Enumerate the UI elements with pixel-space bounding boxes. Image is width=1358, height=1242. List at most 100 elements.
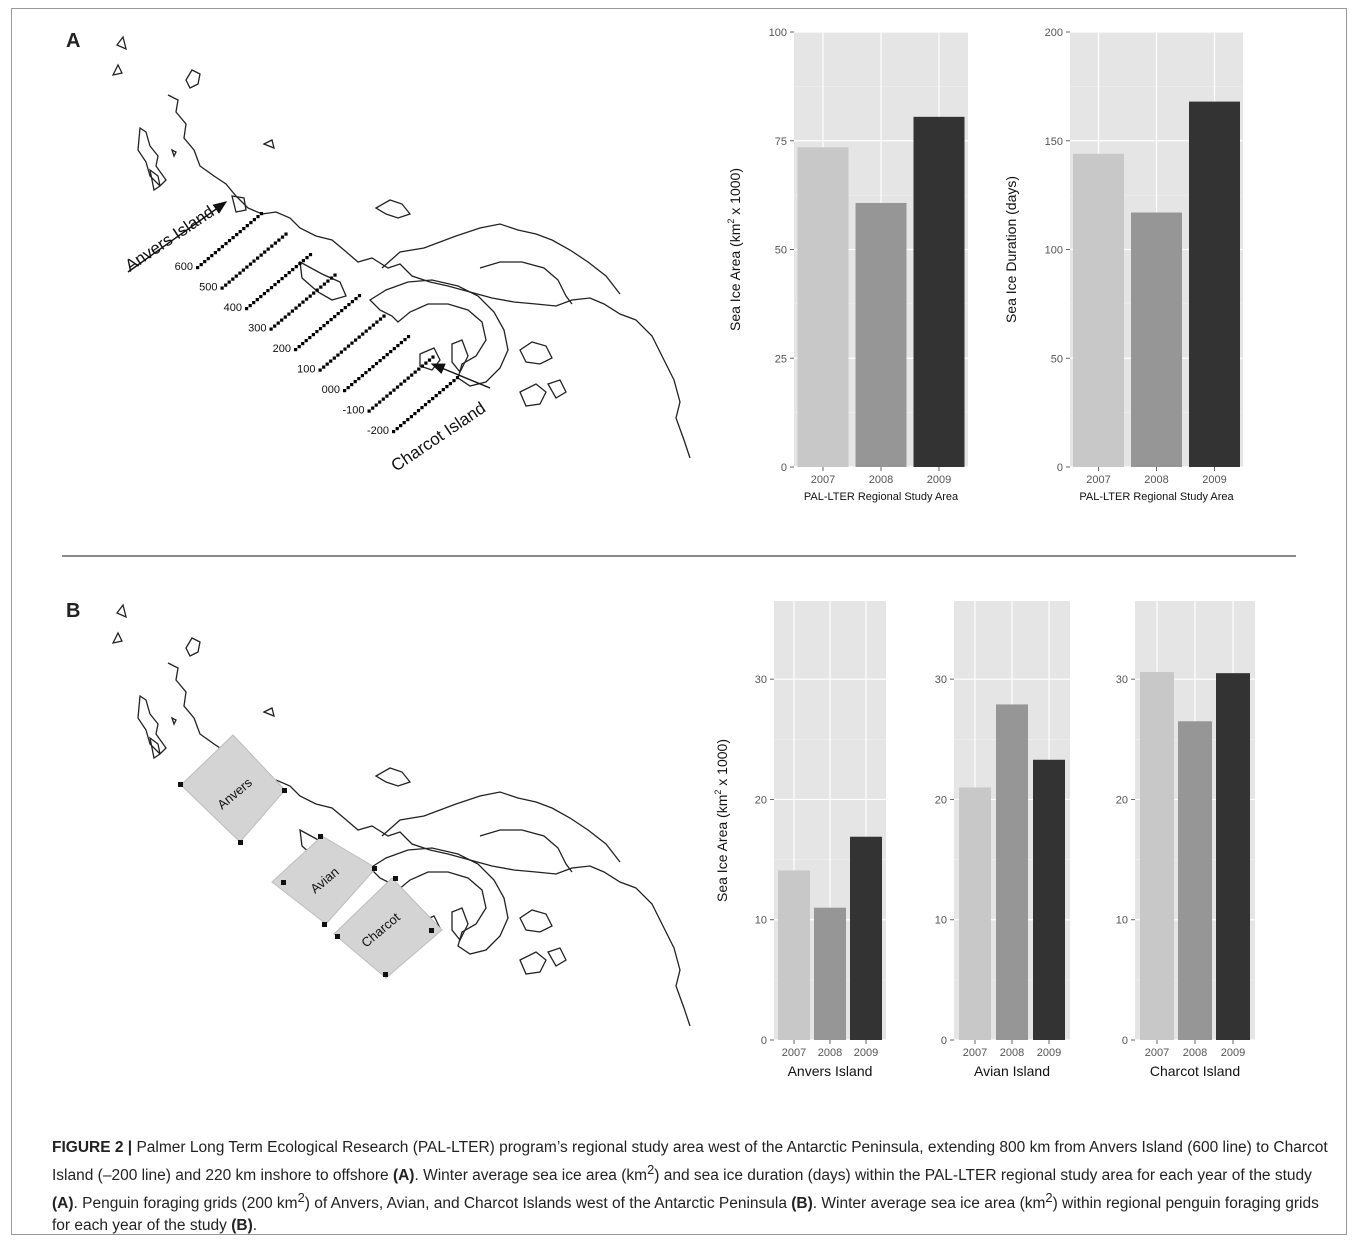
grid-station-dot: [339, 350, 343, 354]
foraging-grid-charcot: Charcot: [333, 876, 443, 979]
grid-station-dot: [388, 391, 392, 395]
grid-station-dot: [438, 391, 442, 395]
grid-station-dot: [455, 376, 460, 380]
bar-2008: [996, 704, 1028, 1040]
y-tick-label: 50: [1051, 353, 1063, 365]
grid-station-dot: [374, 403, 378, 407]
bar-2007: [1140, 671, 1174, 1040]
grid-line-label: -100: [342, 405, 364, 417]
grid-station-dot: [294, 265, 298, 269]
y-tick-label: 20: [755, 794, 767, 806]
grid-station-dot: [371, 323, 375, 327]
caption-text-2: . Winter average sea ice area (km: [414, 1167, 648, 1185]
grid-station-dot: [329, 318, 333, 322]
grid-station-dot: [333, 315, 337, 319]
panel-label-b: B: [66, 600, 81, 622]
grid-station-dot: [367, 368, 372, 372]
grid-station-dot: [378, 400, 382, 404]
caption-sup-2: 2: [297, 1190, 305, 1206]
grid-station-dot: [256, 256, 260, 260]
grid-station-dot: [213, 251, 217, 255]
grid-station-dot: [410, 373, 414, 377]
y-tick-label: 200: [1045, 27, 1063, 39]
grid-station-dot: [280, 235, 285, 239]
bar-2007: [797, 147, 849, 467]
y-tick-label: 0: [761, 1035, 767, 1047]
grid-station-dot: [291, 268, 295, 272]
x-tick-label: 2007: [811, 474, 835, 486]
grid-station-dot: [416, 409, 421, 413]
caption-ref-3: (B): [791, 1195, 813, 1213]
grid-station-dot: [284, 232, 288, 236]
grid-station-dot: [448, 382, 452, 386]
grid-station-dot: [227, 239, 232, 243]
y-tick-label: 30: [1116, 674, 1128, 686]
grid-station-dot: [217, 248, 221, 252]
map-b: Anvers Avian Charcot: [112, 604, 691, 1027]
chart-a-sea-ice-duration: 0 50 100 150 200 2007 2008 2009 PAL-LTER Regiona…: [1003, 27, 1243, 503]
x-tick-label: 2007: [1086, 474, 1110, 486]
sampling-grid-dots: [196, 212, 460, 434]
grid-station-dot: [364, 329, 368, 333]
grid-station-dot: [273, 324, 277, 328]
grid-station-dot: [325, 321, 330, 325]
grid-station-dot: [431, 397, 435, 401]
grid-station-dot: [262, 292, 266, 296]
grid-station-dot: [227, 280, 231, 284]
grid-station-dot: [277, 238, 281, 242]
x-tick-label: 2009: [1202, 474, 1226, 486]
bar-2008: [1131, 212, 1182, 467]
grid-station-dot: [382, 356, 386, 360]
grid-station-dot: [347, 303, 351, 307]
y-tick-label: 20: [935, 794, 947, 806]
chart-b-avian-island: 0 10 20 30 2007 2008 2009 Avian Island: [935, 601, 1070, 1079]
caption-sup-1: 2: [647, 1162, 655, 1177]
y-tick-label: 0: [1057, 462, 1063, 474]
grid-station-dot: [266, 247, 270, 251]
y-tick-label: 100: [1045, 245, 1063, 257]
grid-station-dot: [385, 353, 389, 357]
grid-station-dot: [322, 324, 326, 328]
grid-station-dot: [259, 295, 263, 299]
bar-2009: [1033, 759, 1065, 1040]
foraging-grid-avian: Avian: [271, 834, 377, 927]
grid-station-dot: [252, 259, 256, 263]
grid-station-dot: [318, 368, 322, 372]
y-tick-label: 20: [1116, 794, 1128, 806]
grid-station-dot: [319, 285, 323, 289]
y-tick-label: 10: [1116, 915, 1128, 927]
grid-station-dot: [392, 347, 396, 351]
map-a: 600 500 400 300 200 100 000-100-200 Anvers Isl…: [112, 36, 691, 475]
grid-station-dot: [357, 335, 361, 339]
caption-ref-1: (A): [392, 1167, 415, 1185]
x-tick-label: 2007: [963, 1047, 987, 1059]
grid-station-dot: [298, 262, 302, 266]
grid-station-dot: [403, 379, 407, 383]
grid-station-dot: [420, 364, 424, 368]
grid-station-dot: [206, 257, 210, 261]
chart-b-charcot-island: 0 10 20 30 2007 2008 2009 Charcot Island: [1116, 601, 1255, 1079]
grid-station-dot: [249, 221, 253, 225]
grid-station-dot: [378, 359, 382, 363]
grid-station-dot: [413, 412, 417, 416]
y-axis-label: Sea Ice Duration (days): [1003, 176, 1019, 323]
grid-station-dot: [245, 224, 249, 228]
grid-station-dot: [343, 306, 347, 310]
grid-station-dot: [269, 286, 274, 290]
caption-text-6: . Winter average sea ice area (km: [812, 1195, 1046, 1213]
grid-station-dot: [350, 300, 354, 304]
grid-line-label: 500: [199, 282, 217, 294]
grid-station-dot: [322, 365, 326, 369]
caption-text-4: . Penguin foraging grids (200 km: [73, 1195, 298, 1213]
grid-station-dot: [406, 376, 410, 380]
panel-divider: [62, 555, 1296, 557]
x-tick-label: 2009: [927, 474, 951, 486]
grid-station-dot: [284, 274, 288, 278]
x-tick-label: 2008: [1144, 474, 1168, 486]
foraging-grid-anvers: Anvers: [178, 734, 287, 845]
grid-line-label: 600: [175, 261, 193, 273]
grid-station-dot: [241, 268, 245, 272]
grid-station-dot: [280, 277, 284, 281]
grid-station-dot: [301, 300, 305, 304]
grid-station-dot: [283, 315, 287, 319]
